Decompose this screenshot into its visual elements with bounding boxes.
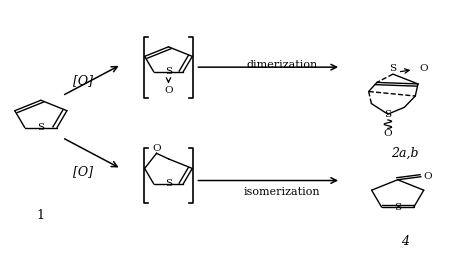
Text: 4: 4 — [401, 235, 409, 248]
Text: O: O — [152, 144, 161, 152]
Text: 2a,b: 2a,b — [391, 147, 419, 160]
Text: O: O — [164, 86, 173, 95]
Text: dimerization: dimerization — [246, 60, 318, 70]
Text: S: S — [390, 64, 397, 73]
Text: S: S — [165, 179, 172, 188]
Text: [O]: [O] — [73, 165, 93, 178]
Text: isomerization: isomerization — [244, 187, 320, 198]
Text: S: S — [394, 203, 401, 212]
Text: O: O — [423, 172, 432, 181]
Text: S: S — [384, 110, 392, 119]
Text: O: O — [419, 64, 428, 73]
Text: 1: 1 — [37, 209, 45, 222]
Text: O: O — [383, 129, 392, 138]
Text: S: S — [37, 123, 45, 132]
Text: S: S — [165, 67, 172, 76]
Text: [O]: [O] — [73, 74, 93, 87]
